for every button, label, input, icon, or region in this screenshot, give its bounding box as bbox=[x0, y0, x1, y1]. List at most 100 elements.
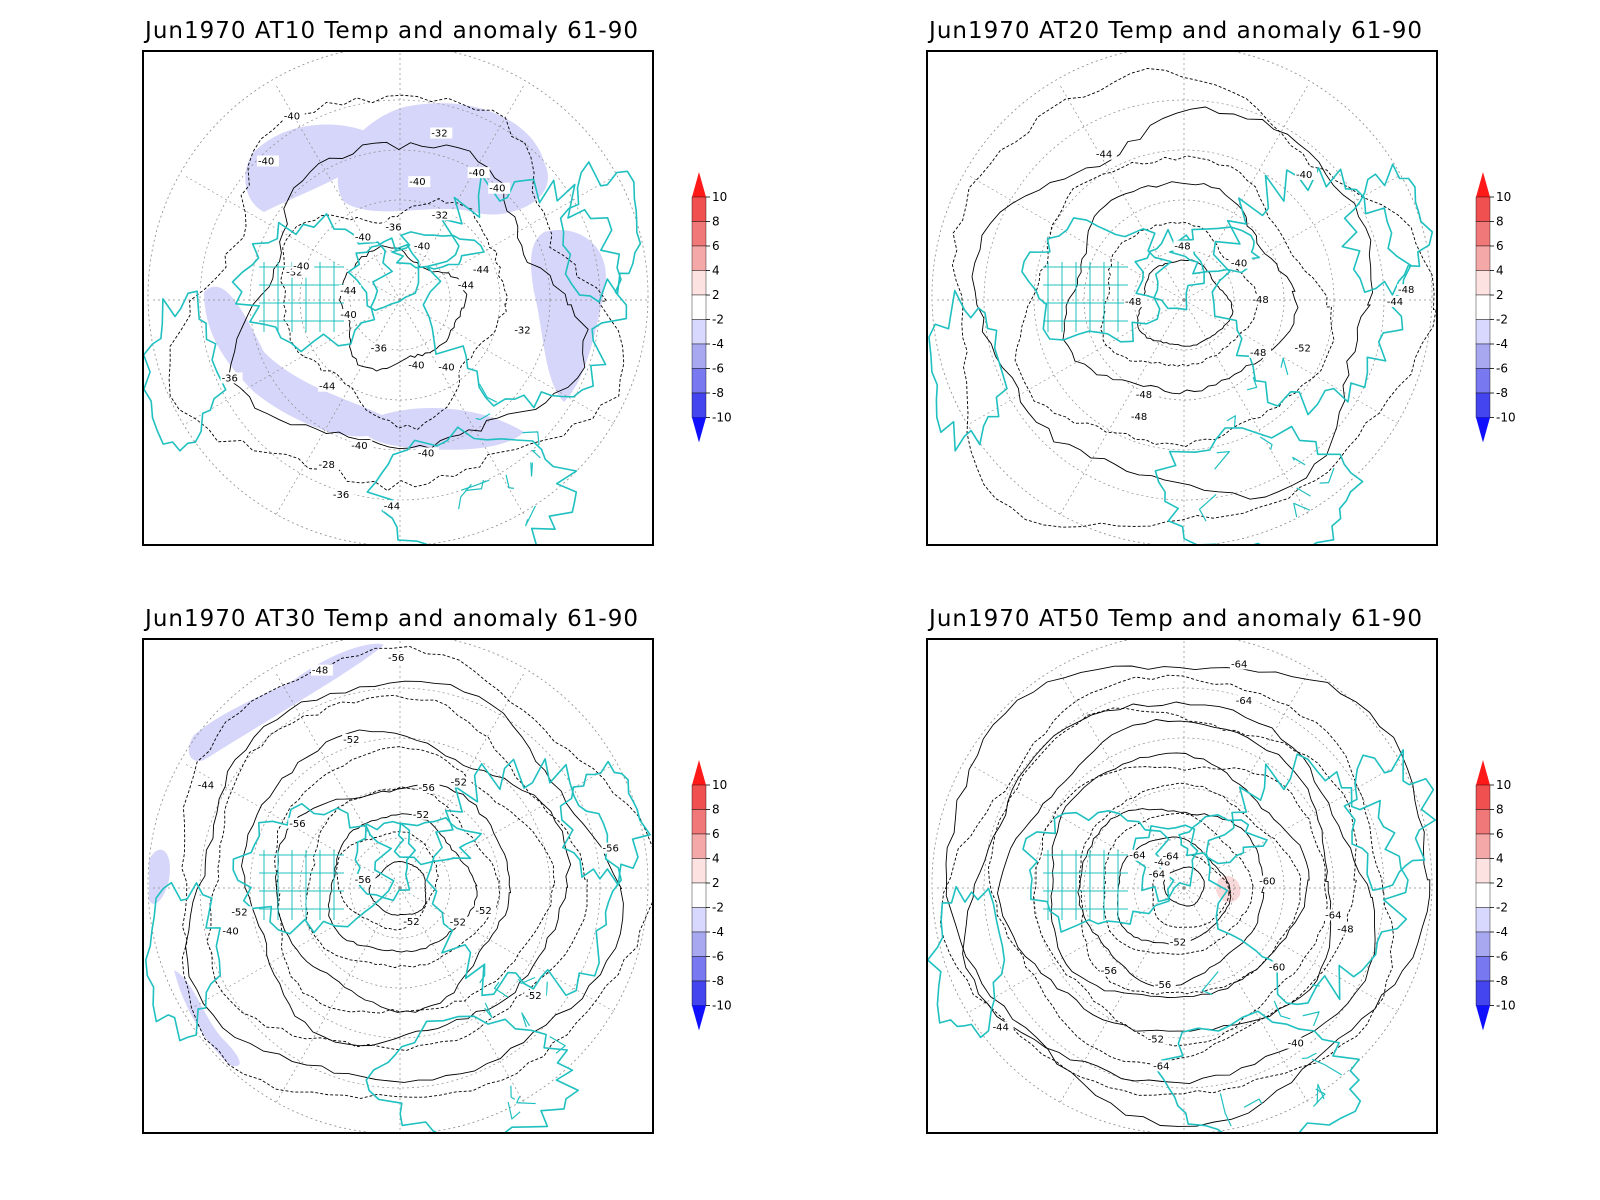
colorbar-tick-label: 2 bbox=[712, 288, 720, 302]
coast-east-asia bbox=[559, 760, 651, 886]
contour-label: -40 bbox=[1296, 170, 1312, 181]
colorbar-tick-label: -10 bbox=[1496, 411, 1516, 425]
colorbar-tick-label: -2 bbox=[712, 901, 724, 915]
colorbar-segment bbox=[691, 245, 707, 271]
contour-label: -36 bbox=[222, 373, 238, 384]
panel-title-at30: Jun1970 AT30 Temp and anomaly 61-90 bbox=[145, 606, 639, 632]
colorbar-tick-label: 6 bbox=[712, 827, 720, 841]
colorbar-tick-label: 2 bbox=[1496, 288, 1504, 302]
colorbar-at20: 10 8 6 4 2 -2 -4 -6 -8 -10 bbox=[1475, 172, 1516, 443]
colorbar-segment bbox=[1475, 343, 1491, 369]
colorbar-segment bbox=[691, 980, 707, 1006]
colorbar-tick-label: 4 bbox=[1496, 264, 1504, 278]
colorbar-top-arrow bbox=[692, 760, 706, 785]
colorbar-tick-label: 8 bbox=[1496, 803, 1504, 817]
colorbar-segment bbox=[1475, 784, 1491, 810]
contour-label: -52 bbox=[413, 810, 429, 821]
map-at10-svg: -40-40 -40-40-40-40-36-36-36-36-32-32-32-… bbox=[144, 52, 650, 544]
coast-north-america bbox=[1022, 810, 1175, 933]
colorbar-tick-label: 8 bbox=[712, 215, 720, 229]
colorbar-tick-label: -6 bbox=[1496, 950, 1508, 964]
colorbar-tick-label: 4 bbox=[1496, 852, 1504, 866]
contour-label: -44 bbox=[340, 286, 356, 297]
anomaly-shading bbox=[1216, 875, 1241, 903]
colorbar-segment bbox=[691, 956, 707, 982]
contour-label: -64 bbox=[1153, 1061, 1169, 1072]
contour-label: -36 bbox=[371, 344, 387, 355]
colorbar-bottom-arrow bbox=[692, 417, 706, 443]
contour-label: -40 bbox=[408, 361, 424, 372]
contour-label: -52 bbox=[343, 735, 359, 746]
colorbar-segment bbox=[691, 368, 707, 394]
contour-label: -56 bbox=[355, 875, 371, 886]
contour-label: -40 bbox=[1288, 1039, 1304, 1050]
contour-label: -52 bbox=[1295, 343, 1311, 354]
colorbar-segment bbox=[691, 221, 707, 247]
coast-eurasia bbox=[425, 758, 622, 997]
contour-label: -40 bbox=[469, 168, 485, 179]
contour-label: -48 bbox=[1250, 348, 1266, 359]
colorbar-tick-label: 10 bbox=[1496, 190, 1511, 204]
colorbar-tick-label: -6 bbox=[1496, 362, 1508, 376]
colorbar-tick-label: 4 bbox=[712, 852, 720, 866]
panel-title-at50: Jun1970 AT50 Temp and anomaly 61-90 bbox=[929, 606, 1423, 632]
coast-eurasia bbox=[1211, 167, 1412, 416]
colorbar-tick-label: 6 bbox=[712, 239, 720, 253]
colorbar-at30: 10 8 6 4 2 -2 -4 -6 -8 -10 bbox=[691, 760, 732, 1031]
colorbar-segment bbox=[691, 392, 707, 418]
contour-label: -48 bbox=[1154, 858, 1170, 869]
map-at10: -40 -40 -40 -40 -40 -40 -36 -36 -36 -36 -32 -32 -32-… bbox=[142, 50, 654, 546]
contour-label: -32 bbox=[431, 129, 447, 140]
colorbar-bottom-arrow bbox=[1476, 417, 1490, 443]
colorbar-segment bbox=[691, 270, 707, 296]
contour-label: -40 bbox=[414, 242, 430, 253]
coastlines bbox=[928, 163, 1434, 544]
contour-label: -44 bbox=[458, 280, 474, 291]
contour-label: -40 bbox=[438, 362, 454, 373]
contour-label: -48 bbox=[312, 666, 328, 677]
contour-label: -56 bbox=[1101, 966, 1117, 977]
temperature-contours bbox=[181, 645, 652, 1099]
colorbar-tick-label: 8 bbox=[1496, 215, 1504, 229]
contour-label: -48 bbox=[1131, 412, 1147, 423]
coast-east-asia bbox=[1343, 749, 1436, 891]
graticule bbox=[931, 52, 1434, 544]
colorbar-tick-label: -8 bbox=[712, 386, 724, 400]
contour-label: -40 bbox=[418, 448, 434, 459]
contour-label: -64 bbox=[1231, 659, 1247, 670]
panel-title-at20: Jun1970 AT20 Temp and anomaly 61-90 bbox=[929, 18, 1423, 44]
contour-label: -36 bbox=[385, 222, 401, 233]
contour-label: -40 bbox=[355, 232, 371, 243]
contour-label: -48 bbox=[1252, 295, 1268, 306]
contour-label: -48 bbox=[1136, 390, 1152, 401]
colorbar-tick-label: -8 bbox=[712, 974, 724, 988]
coast-south-america bbox=[145, 881, 222, 1042]
contour-labels: -40-40 -40-40-40-40-36-36-36-36-32-32-32-… bbox=[220, 110, 536, 512]
contour-label: -44 bbox=[198, 780, 214, 791]
colorbar-tick-label: -4 bbox=[1496, 337, 1508, 351]
contour-label: -52 bbox=[525, 991, 541, 1002]
contour-label: -56 bbox=[419, 783, 435, 794]
colorbar-bottom-arrow bbox=[1476, 1005, 1490, 1031]
colorbar-segment bbox=[1475, 956, 1491, 982]
colorbar-tick-label: 6 bbox=[1496, 827, 1504, 841]
colorbar-segment bbox=[691, 784, 707, 810]
colorbar-segment bbox=[1475, 221, 1491, 247]
coastlines bbox=[144, 161, 642, 544]
contour-label: -40 bbox=[284, 111, 300, 122]
colorbar-tick-label: 10 bbox=[712, 778, 727, 792]
colorbar-segment bbox=[1475, 270, 1491, 296]
colorbar-segment bbox=[691, 343, 707, 369]
contour-labels: -56-52-52-52-52-40-44-48-52 -52-56-56-52-… bbox=[196, 652, 624, 1002]
coast-africa bbox=[366, 426, 578, 544]
coast-north-america bbox=[1021, 217, 1172, 343]
coastlines bbox=[145, 758, 651, 1132]
contour-label: -52 bbox=[475, 906, 491, 917]
contour-label: -40 bbox=[409, 177, 425, 188]
coast-south-america bbox=[144, 290, 227, 452]
colorbar-segment bbox=[691, 294, 707, 320]
contour-labels: -48 -48-48-48-44-40-44-48-48-40-48-52 bbox=[1094, 148, 1419, 423]
map-at20-svg: -48 -48-48-48-44-40-44-48-48-40-48-52 bbox=[928, 52, 1436, 544]
coast-greenland bbox=[1134, 228, 1205, 311]
contour-label: -52 bbox=[450, 918, 466, 929]
